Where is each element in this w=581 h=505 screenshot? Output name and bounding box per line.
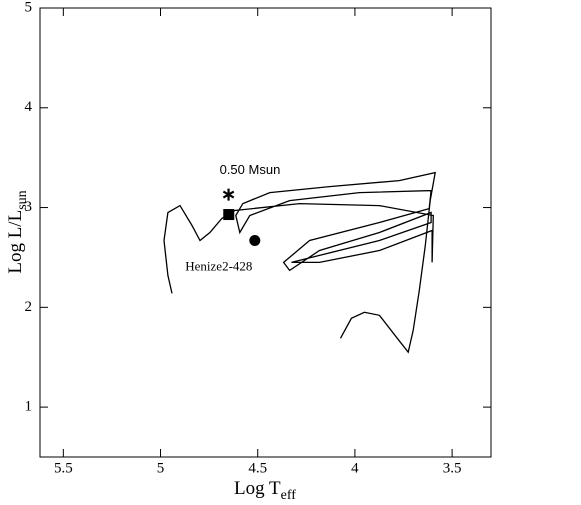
annotation: 0.50 Msun bbox=[220, 162, 281, 177]
x-tick-label: 4 bbox=[351, 460, 359, 476]
annotation: Henize2-428 bbox=[185, 258, 252, 273]
plot-frame bbox=[39, 7, 492, 458]
star-marker bbox=[222, 188, 235, 201]
y-tick-label: 5 bbox=[25, 0, 33, 15]
square-marker bbox=[223, 209, 235, 221]
x-tick-label: 5 bbox=[157, 460, 165, 476]
y-label-sub: sun bbox=[15, 190, 30, 209]
x-tick-label: 4.5 bbox=[248, 460, 267, 476]
x-label-sub: eff bbox=[281, 488, 297, 503]
y-tick-label: 3 bbox=[25, 199, 33, 215]
x-label-main: Log T bbox=[234, 478, 281, 499]
y-tick-label: 2 bbox=[25, 299, 33, 315]
x-axis-label: Log Teff bbox=[234, 478, 296, 503]
x-tick-label: 5.5 bbox=[54, 460, 73, 476]
y-tick-label: 1 bbox=[25, 399, 33, 415]
y-axis-label: Log L/Lsun bbox=[5, 190, 30, 273]
x-tick-label: 3.5 bbox=[443, 460, 462, 476]
y-label-main: Log L/L bbox=[5, 210, 26, 274]
y-tick-label: 4 bbox=[25, 99, 33, 115]
circle-marker bbox=[249, 234, 261, 246]
